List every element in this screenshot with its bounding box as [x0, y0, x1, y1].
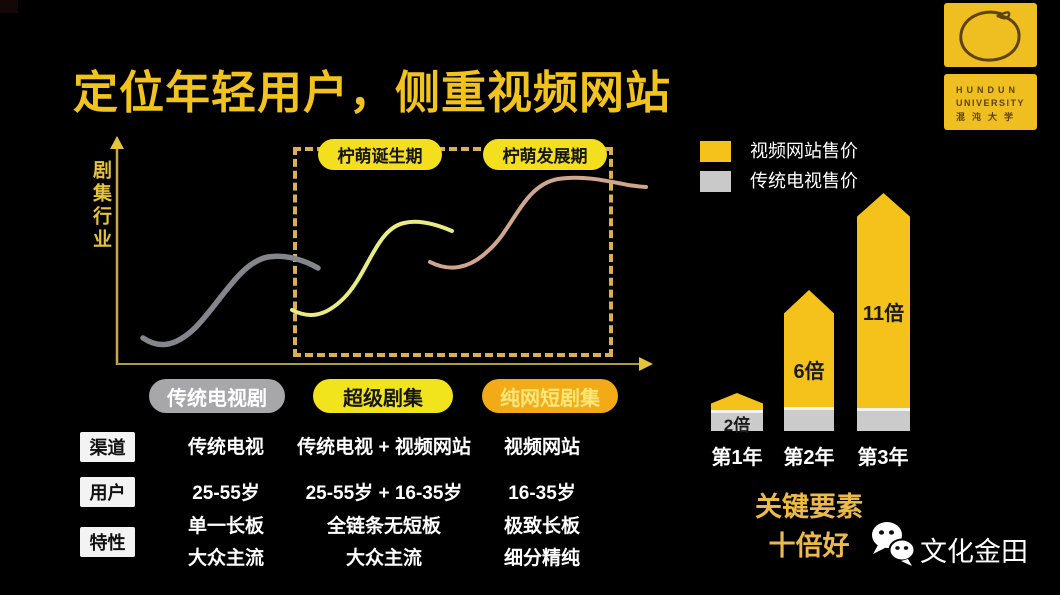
stage-pill-traditional: 传统电视剧 — [149, 379, 285, 413]
table-row-header-users: 用户 — [80, 477, 135, 507]
wechat-icon — [872, 522, 916, 566]
key-message-line2: 十倍好 — [768, 531, 850, 561]
table-cell: 视频网站 — [503, 437, 580, 458]
y-axis-label: 剧集行业 — [90, 160, 111, 252]
page-title: 定位年轻用户，侧重视频网站 — [73, 67, 672, 118]
table-cell: 单一长板 大众主流 — [187, 516, 264, 569]
bar-arrow-year2 — [784, 290, 834, 407]
table-cell: 25-55岁 — [192, 483, 260, 504]
lemon-phase-dashed-box — [293, 147, 613, 357]
bar-value-label: 6倍 — [793, 361, 825, 383]
bar-year-label: 第2年 — [783, 447, 835, 469]
y-axis-arrow-icon — [110, 136, 124, 149]
legend-swatch-video — [700, 141, 731, 162]
logo-text-line1: HUNDUN — [956, 85, 1019, 95]
phase-pill-growth: 柠萌发展期 — [483, 139, 607, 170]
bar-arrow-year1 — [711, 393, 763, 410]
curve-web-short-series — [428, 175, 648, 270]
logo-text-line2: UNIVERSITY — [956, 98, 1026, 108]
bar-base-year2 — [784, 407, 834, 431]
wechat-account-name: 文化金田 — [920, 537, 1028, 567]
table-cell: 传统电视 — [187, 437, 264, 458]
table-row-header-traits: 特性 — [80, 527, 135, 557]
hundun-logo-mark — [944, 3, 1037, 67]
phase-pill-birth: 柠萌诞生期 — [318, 139, 442, 170]
curve-traditional-tv — [140, 253, 321, 348]
table-cell: 全链条无短板 大众主流 — [326, 516, 441, 569]
bar-arrow-year3 — [857, 193, 910, 408]
logo-text-line3: 混沌大学 — [956, 112, 1021, 122]
table-cell: 传统电视 + 视频网站 — [297, 437, 471, 458]
scurve-chart-svg — [110, 136, 653, 371]
legend-label-video: 视频网站售价 — [750, 141, 858, 161]
enso-circle-icon — [959, 10, 1021, 62]
table-cell: 极致长板 细分精纯 — [503, 516, 580, 569]
stage-pill-super: 超级剧集 — [313, 379, 453, 413]
bar-base-year1 — [711, 410, 763, 431]
table-cell: 25-55岁 + 16-35岁 — [305, 483, 463, 504]
legend-label-tv: 传统电视售价 — [750, 171, 858, 191]
stage-pill-webshort: 纯网短剧集 — [482, 379, 618, 413]
table-row-header-channel: 渠道 — [80, 432, 135, 462]
key-message-line1: 关键要素 — [755, 492, 863, 522]
bar-year-label: 第1年 — [711, 447, 763, 469]
x-axis-arrow-icon — [639, 357, 653, 371]
bar-value-label: 11倍 — [862, 303, 905, 325]
corner-mark — [0, 0, 18, 13]
table-cell: 16-35岁 — [508, 483, 576, 504]
bar-base-year3 — [857, 408, 910, 431]
bar-value-label: 2倍 — [723, 416, 751, 435]
hundun-logo-wordmark: HUNDUN UNIVERSITY 混沌大学 — [944, 74, 1037, 130]
legend-swatch-tv — [700, 171, 731, 192]
bar-year-label: 第3年 — [857, 447, 909, 469]
curve-super-series — [290, 219, 454, 317]
